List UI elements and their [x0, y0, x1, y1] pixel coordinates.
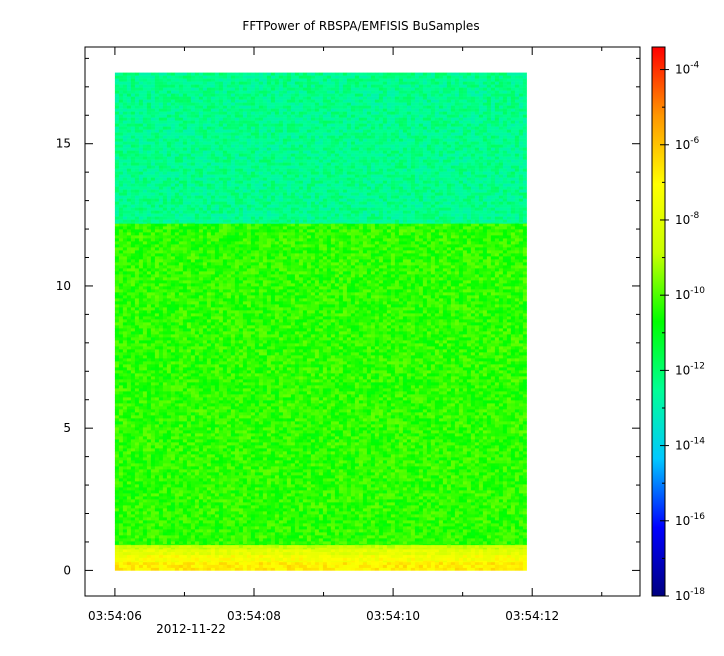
- y-tick-label: 10: [56, 279, 71, 293]
- y-axis: 0 5 10 15: [56, 57, 640, 577]
- y-tick-label: 15: [56, 137, 71, 151]
- x-date-label: 2012-11-22: [156, 622, 226, 636]
- x-tick-label: 03:54:06: [88, 609, 142, 623]
- colorbar-tick-label: 10-8: [675, 211, 700, 227]
- colorbar-tick-label: 10-14: [675, 437, 705, 453]
- x-tick-label: 03:54:12: [505, 609, 559, 623]
- spectrogram-band: [114, 72, 527, 224]
- spectrogram-band: [114, 544, 527, 550]
- colorbar-tick-label: 10-6: [675, 136, 700, 152]
- colorbar-gradient: [651, 46, 666, 597]
- colorbar-ticks: 10-4 10-6 10-8 10-10 10-12 10-14 10-16 10-18: [660, 61, 705, 603]
- spectrogram-image: [114, 72, 527, 571]
- x-axis: 03:54:06 03:54:08 03:54:10 03:54:12: [88, 47, 603, 623]
- chart-title: FFTPower of RBSPA/EMFISIS BuSamples: [242, 19, 479, 33]
- x-tick-label: 03:54:08: [227, 609, 281, 623]
- colorbar-tick-label: 10-10: [675, 286, 705, 302]
- colorbar-tick-label: 10-18: [675, 587, 705, 603]
- x-tick-label: 03:54:10: [366, 609, 420, 623]
- spectrogram-band: [114, 554, 527, 563]
- colorbar-tick-label: 10-12: [675, 361, 705, 377]
- colorbar-tick-label: 10-16: [675, 512, 705, 528]
- y-tick-label: 5: [63, 421, 71, 435]
- spectrogram-band: [114, 223, 527, 546]
- y-tick-label: 0: [63, 563, 71, 577]
- colorbar: 10-4 10-6 10-8 10-10 10-12 10-14 10-16 10-18: [651, 46, 705, 603]
- spectrogram-band: [114, 561, 527, 571]
- colorbar-tick-label: 10-4: [675, 61, 700, 77]
- plot-area: 03:54:06 03:54:08 03:54:10 03:54:12 051015 …: [56, 46, 641, 636]
- spectrogram-band: [114, 549, 527, 556]
